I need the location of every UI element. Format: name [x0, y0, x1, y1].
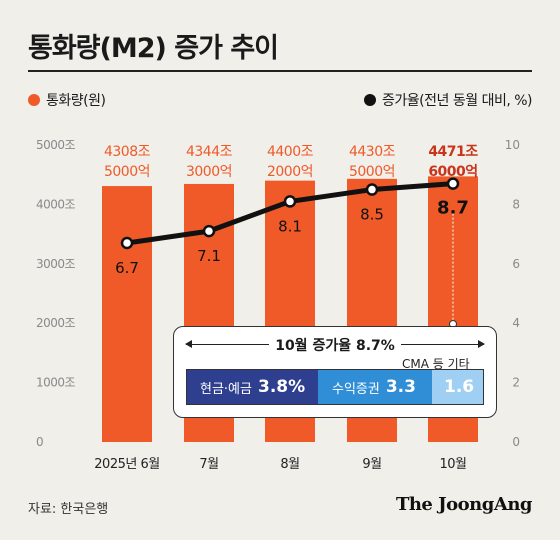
- y-left-tick: 0: [36, 435, 43, 449]
- y-left-tick: 5000조: [36, 138, 76, 152]
- segment-label: 현금·예금: [200, 381, 252, 397]
- growth-point: [446, 177, 460, 190]
- legend-bar-label: 통화량(원): [46, 93, 106, 109]
- y-left-tick: 1000조: [36, 376, 76, 390]
- growth-value-label: 6.7: [115, 259, 139, 277]
- bar-value-label: 6000억: [428, 164, 477, 180]
- x-tick-label: 10월: [439, 457, 466, 472]
- legend-line-label: 증가율(전년 동월 대비, %): [382, 93, 532, 109]
- legend-bar-swatch: [28, 94, 40, 106]
- bar-value-label: 4308조: [104, 144, 151, 160]
- growth-value-label: 7.1: [197, 247, 221, 265]
- segment-label: 수익증권: [332, 381, 380, 397]
- bar-value-label: 4400조: [267, 144, 314, 160]
- segment-value: 3.3: [385, 377, 416, 397]
- bar: [102, 186, 152, 442]
- bar-value-label: 5000억: [349, 164, 395, 180]
- callout-title: 10월 증가율 8.7%: [174, 335, 496, 355]
- bar-value-label: 4471조: [428, 144, 478, 160]
- legend-line-swatch: [364, 94, 377, 106]
- y-left-tick: 3000조: [36, 257, 76, 271]
- x-tick-label: 8월: [280, 457, 299, 472]
- y-left-tick: 4000조: [36, 197, 76, 211]
- growth-point: [202, 224, 216, 238]
- growth-value-label: 8.5: [360, 206, 384, 224]
- segment-cash-deposit: 현금·예금 3.8%: [186, 369, 318, 405]
- brand-logo: The JoongAng: [395, 494, 533, 515]
- growth-point: [120, 236, 134, 250]
- growth-value-label: 8.7: [437, 198, 469, 219]
- y-right-tick: 8: [512, 197, 520, 211]
- bar-value-label: 3000억: [186, 164, 232, 180]
- y-right-tick: 6: [512, 257, 520, 271]
- bar-value-label: 5000억: [104, 164, 150, 180]
- bar-value-label: 2000억: [267, 164, 313, 180]
- growth-value-label: 8.1: [278, 217, 302, 235]
- segment-beneficiary-certificates: 수익증권 3.3: [318, 369, 432, 405]
- bar-value-label: 4344조: [186, 144, 233, 160]
- x-tick-label: 9월: [362, 457, 381, 472]
- callout-box: 10월 증가율 8.7% CMA 등 기타 현금·예금 3.8% 수익증권 3.…: [173, 326, 497, 418]
- x-tick-label: 7월: [199, 457, 218, 472]
- callout-other-label: CMA 등 기타: [402, 357, 470, 371]
- y-right-tick: 4: [512, 316, 520, 330]
- x-tick-label: 2025년 6월: [94, 457, 159, 472]
- title-divider: [28, 70, 532, 72]
- segment-value: 3.8%: [257, 377, 306, 397]
- segment-other: 1.6: [432, 369, 484, 405]
- y-left-tick: 2000조: [36, 316, 76, 330]
- chart-title: 통화량(M2) 증가 추이: [28, 33, 279, 64]
- segment-value: 1.6: [444, 377, 475, 397]
- y-right-tick: 2: [512, 376, 520, 390]
- growth-point: [283, 195, 297, 208]
- y-right-tick: 0: [512, 435, 520, 449]
- growth-point: [365, 183, 379, 196]
- bar-value-label: 4430조: [349, 144, 396, 160]
- legend-line: 증가율(전년 동월 대비, %): [364, 90, 532, 110]
- y-right-tick: 10: [505, 138, 520, 152]
- source-note: 자료: 한국은행: [28, 502, 109, 517]
- legend-bar: 통화량(원): [28, 90, 106, 110]
